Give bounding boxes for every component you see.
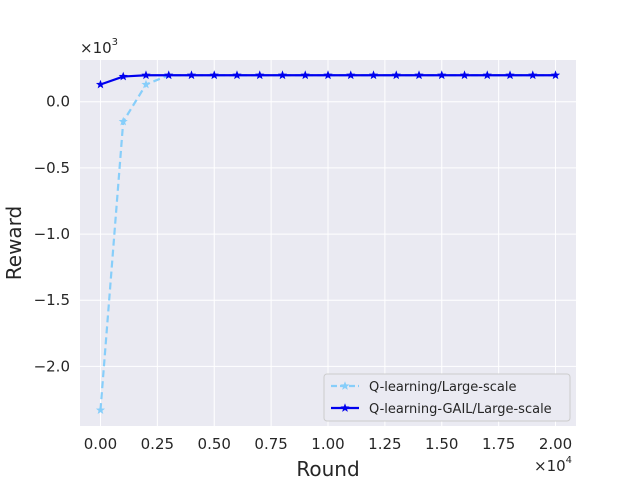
- data-point-star: [323, 70, 333, 80]
- x-tick-label: 1.50: [425, 435, 458, 453]
- y-multiplier-exponent: 3: [112, 37, 118, 48]
- legend-entry-q-learning-gail: Q-learning-GAIL/Large-scale: [331, 402, 552, 417]
- x-tick-label: 0.00: [84, 435, 117, 453]
- y-tick-label: −0.5: [34, 159, 70, 177]
- data-point-star: [164, 70, 174, 80]
- data-point-star: [437, 70, 447, 80]
- grid-lines: [80, 60, 576, 426]
- data-point-star: [391, 70, 401, 80]
- x-axis-label: Round: [296, 457, 359, 480]
- y-multiplier-base: ×10: [80, 39, 112, 57]
- data-point-star: [232, 70, 242, 80]
- x-tick-label: 1.75: [482, 435, 515, 453]
- data-point-star: [95, 79, 106, 89]
- data-point-star: [459, 70, 470, 80]
- x-tick-label: 1.25: [368, 435, 401, 453]
- x-multiplier-exponent: 4: [566, 455, 572, 466]
- data-point-star: [95, 405, 106, 414]
- data-point-star: [141, 79, 151, 89]
- data-point-star: [368, 70, 379, 80]
- data-point-star: [505, 70, 515, 80]
- data-point-star: [550, 70, 561, 80]
- data-point-star: [277, 70, 288, 80]
- y-tick-label: −1.5: [34, 291, 70, 309]
- legend-box: [323, 373, 571, 422]
- y-axis-label: Reward: [2, 206, 26, 280]
- x-tick-label: 0.25: [141, 435, 174, 453]
- legend: Q-learning/Large-scale Q-learning-GAIL/L…: [323, 373, 571, 422]
- data-point-star: [118, 71, 128, 81]
- legend-label-q-learning: Q-learning/Large-scale: [369, 380, 516, 395]
- data-point-star: [141, 70, 151, 80]
- y-tick-label: −1.0: [34, 225, 70, 243]
- x-tick-label: 2.00: [539, 435, 572, 453]
- legend-label-q-learning-gail: Q-learning-GAIL/Large-scale: [369, 402, 552, 417]
- y-multiplier: ×103: [80, 37, 118, 57]
- x-tick-label: 1.00: [311, 435, 344, 453]
- y-tick-labels: 0.0 −0.5 −1.0 −1.5 −2.0: [34, 93, 70, 376]
- data-point-star: [482, 70, 492, 80]
- y-tick-label: 0.0: [46, 93, 70, 111]
- legend-star-icon: [340, 403, 350, 412]
- data-point-star: [346, 70, 356, 80]
- data-point-star: [300, 70, 310, 80]
- x-tick-label: 0.50: [198, 435, 231, 453]
- series-layer: [95, 70, 561, 414]
- svg-text:×104: ×104: [534, 455, 572, 475]
- data-point-star: [186, 70, 197, 80]
- data-point-star: [118, 116, 128, 126]
- legend-entry-q-learning: Q-learning/Large-scale: [331, 380, 516, 395]
- series-q-learning-gail: [95, 70, 561, 89]
- data-point-star: [255, 70, 265, 80]
- x-multiplier-base: ×10: [534, 457, 566, 475]
- x-tick-label: 0.75: [254, 435, 287, 453]
- x-tick-labels: 0.00 0.25 0.50 0.75 1.00 1.25 1.50 1.75 2.00: [84, 435, 572, 453]
- legend-star-icon: [340, 381, 350, 390]
- data-point-star: [528, 70, 538, 80]
- svg-text:×103: ×103: [80, 37, 118, 57]
- x-multiplier: ×104: [534, 455, 572, 475]
- y-tick-label: −2.0: [34, 357, 70, 375]
- data-point-star: [209, 70, 219, 80]
- data-point-star: [414, 70, 424, 80]
